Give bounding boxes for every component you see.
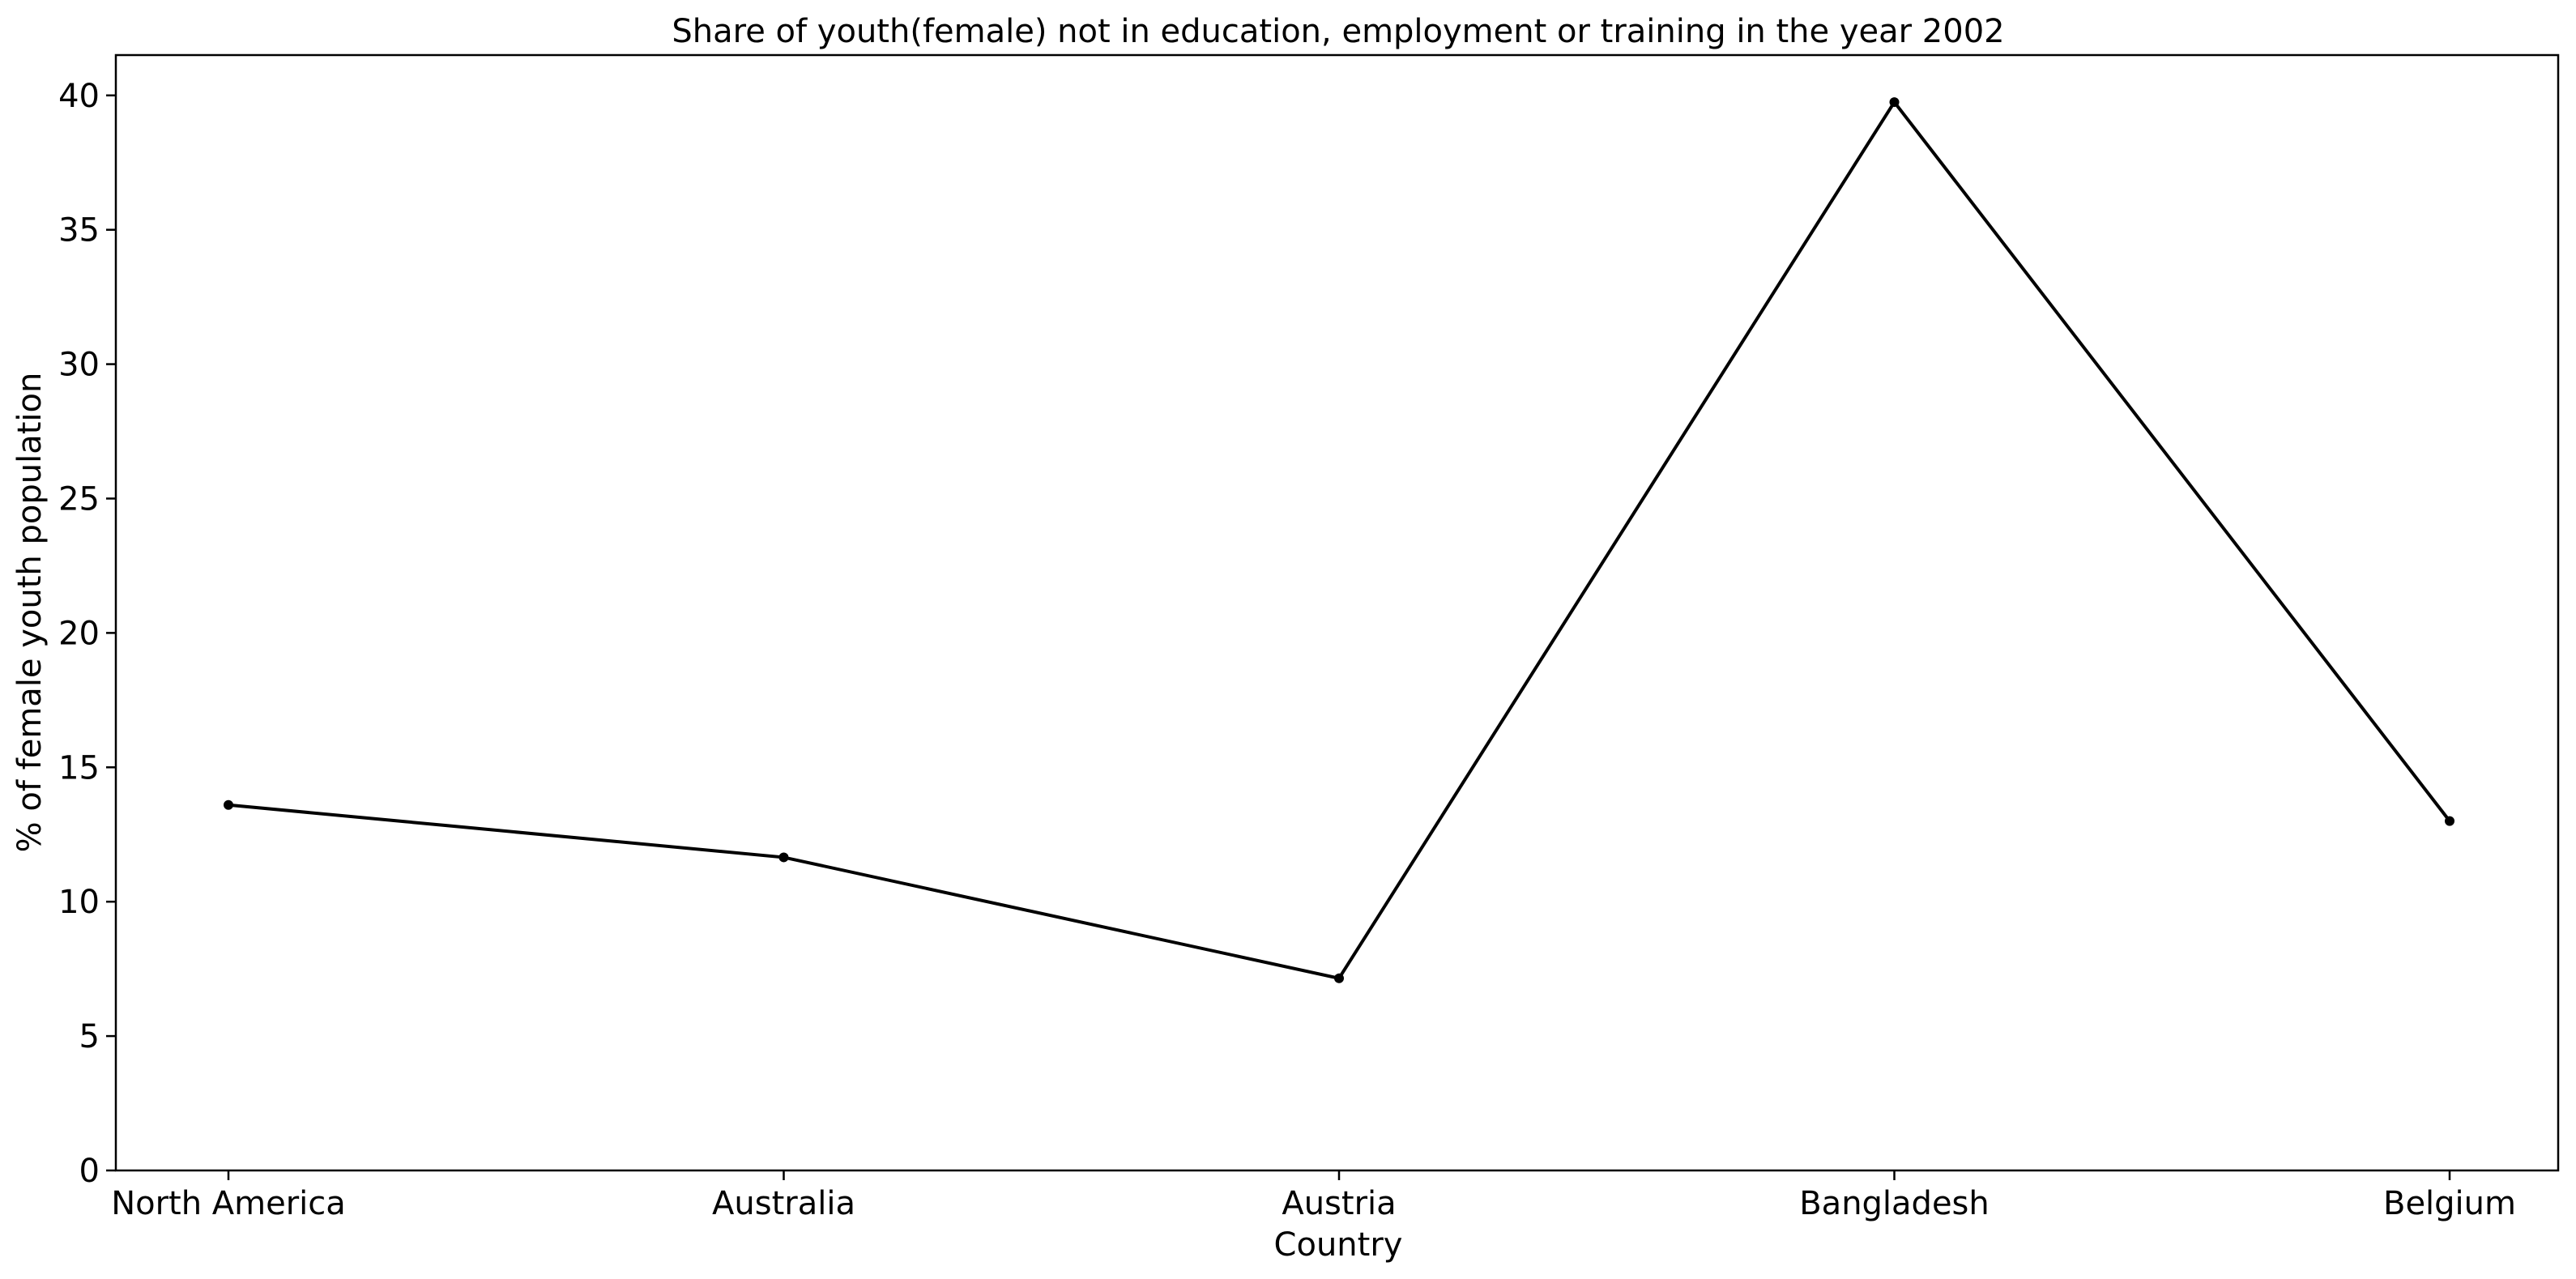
series-line bbox=[228, 99, 2451, 981]
x-tick-label: Australia bbox=[712, 1185, 855, 1222]
y-tick-label: 35 bbox=[58, 212, 100, 249]
data-point bbox=[1889, 97, 1900, 108]
x-axis: North America Australia Austria Bangladesh B… bbox=[111, 1170, 2516, 1222]
y-tick-label: 10 bbox=[58, 884, 100, 921]
x-tick-label: North America bbox=[111, 1185, 346, 1222]
data-point bbox=[224, 799, 233, 810]
y-tick-label: 30 bbox=[58, 347, 100, 384]
y-tick-label: 5 bbox=[79, 1018, 100, 1055]
y-axis: 0 5 10 15 20 25 30 35 40 bbox=[58, 78, 116, 1190]
x-tick-label: Bangladesh bbox=[1799, 1185, 1990, 1222]
plot-area-frame bbox=[114, 53, 2560, 1172]
x-axis-title: Country bbox=[1274, 1226, 1403, 1264]
y-tick-label: 20 bbox=[58, 615, 100, 652]
x-tick-label: Austria bbox=[1282, 1185, 1396, 1222]
y-tick-label: 40 bbox=[58, 78, 100, 115]
y-tick-label: 25 bbox=[58, 480, 100, 518]
x-tick-label: Belgium bbox=[2383, 1185, 2516, 1222]
chart-title: Share of youth(female) not in education,… bbox=[672, 13, 2004, 50]
y-axis-title: % of female youth population bbox=[11, 373, 49, 853]
y-tick-label: 15 bbox=[58, 749, 100, 787]
data-point bbox=[1334, 973, 1344, 983]
y-tick-label: 0 bbox=[79, 1153, 100, 1190]
series-layer bbox=[224, 97, 2454, 983]
data-point bbox=[2445, 816, 2454, 826]
data-point bbox=[778, 852, 789, 863]
